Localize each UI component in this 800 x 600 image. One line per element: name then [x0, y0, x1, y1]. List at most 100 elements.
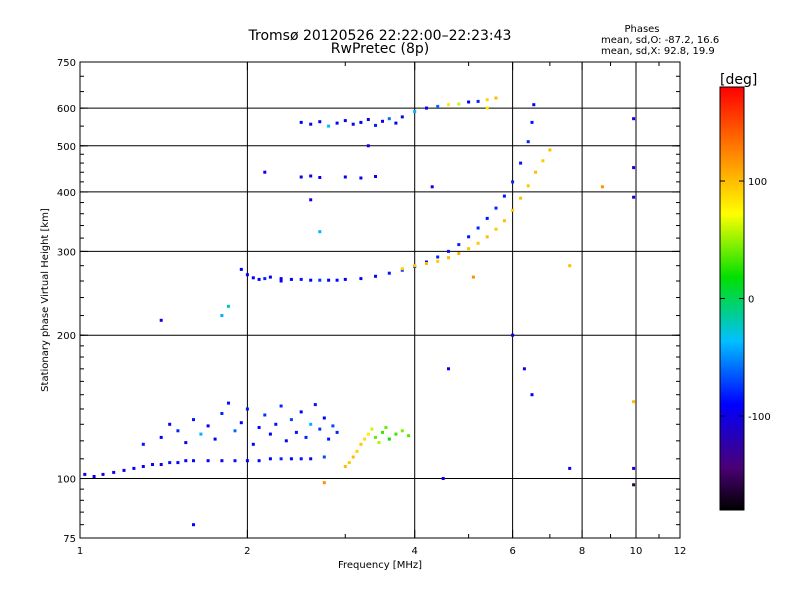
- data-point: [374, 175, 377, 178]
- colorbar-label: [deg]: [720, 72, 757, 88]
- data-point: [351, 455, 355, 459]
- data-point: [289, 418, 293, 422]
- data-point: [457, 252, 461, 255]
- data-point: [263, 277, 267, 281]
- data-point: [141, 442, 145, 446]
- data-point: [511, 333, 515, 337]
- data-point: [467, 100, 471, 104]
- data-point: [327, 124, 331, 128]
- data-point: [289, 457, 293, 461]
- data-point: [387, 117, 391, 121]
- data-point: [268, 432, 272, 436]
- data-point: [313, 403, 317, 407]
- data-point: [331, 424, 335, 428]
- colorbar-tick-label: 0: [748, 295, 754, 306]
- data-point: [335, 278, 339, 282]
- data-point: [268, 275, 272, 279]
- data-point: [184, 459, 188, 463]
- data-point: [494, 206, 498, 210]
- stats-header: Phases: [624, 24, 659, 35]
- data-point: [322, 416, 326, 420]
- y-tick-label: 75: [63, 534, 76, 545]
- data-point: [400, 267, 404, 271]
- data-point: [343, 277, 347, 281]
- series-e-layer-x-mode: [343, 426, 411, 468]
- data-point: [289, 277, 293, 281]
- data-point: [132, 466, 136, 470]
- y-tick-label: 600: [57, 104, 76, 115]
- data-point: [239, 421, 243, 425]
- data-point: [322, 455, 326, 459]
- y-tick-label: 500: [57, 142, 76, 153]
- data-point: [227, 304, 230, 308]
- data-point: [436, 259, 440, 263]
- data-point: [413, 264, 417, 268]
- data-point: [467, 247, 471, 251]
- data-point: [299, 410, 303, 414]
- data-point: [632, 166, 636, 170]
- x-axis-label: Frequency [MHz]: [338, 560, 422, 571]
- data-point: [530, 120, 534, 124]
- data-point: [394, 121, 398, 125]
- data-point: [600, 185, 604, 189]
- data-point: [447, 103, 450, 107]
- y-tick-label: 200: [57, 331, 76, 342]
- data-point: [511, 180, 515, 184]
- data-point: [279, 277, 283, 281]
- data-point: [213, 437, 217, 441]
- data-point: [263, 413, 267, 417]
- data-point: [519, 161, 523, 165]
- data-point: [309, 122, 313, 126]
- data-point: [441, 477, 445, 480]
- data-point: [309, 457, 313, 461]
- data-point: [245, 407, 249, 411]
- data-point: [168, 461, 172, 465]
- colorbar-ticks: 100 0 -100: [720, 177, 771, 423]
- data-point: [387, 437, 391, 441]
- data-point: [227, 401, 230, 405]
- data-point: [318, 427, 322, 431]
- data-point: [168, 422, 172, 426]
- data-point: [206, 424, 210, 428]
- data-point: [327, 437, 331, 441]
- data-point: [394, 432, 398, 436]
- data-point: [502, 219, 506, 223]
- data-point: [335, 121, 339, 125]
- data-point: [257, 459, 261, 463]
- data-point: [485, 98, 489, 102]
- data-point: [83, 472, 87, 476]
- data-point: [526, 184, 530, 188]
- data-point: [548, 148, 552, 152]
- y-axis-label: Stationary phase Virtual Height [km]: [40, 208, 51, 392]
- data-point: [176, 429, 180, 433]
- series-f2-upper-echoes: [263, 96, 498, 180]
- data-point: [343, 175, 347, 179]
- data-point: [526, 140, 530, 144]
- data-point: [447, 256, 450, 260]
- data-point: [206, 459, 210, 463]
- x-tick-label: 1: [77, 546, 83, 557]
- y-tick-label: 300: [57, 247, 76, 258]
- data-point: [381, 119, 384, 123]
- x-tick-label: 12: [674, 546, 687, 557]
- data-point: [159, 435, 163, 439]
- y-tick-label: 750: [57, 58, 76, 69]
- data-point: [299, 457, 303, 461]
- data-point: [366, 118, 370, 121]
- data-point: [436, 255, 440, 259]
- data-point: [220, 459, 224, 463]
- data-point: [359, 120, 363, 124]
- data-point: [159, 463, 163, 466]
- data-point: [366, 144, 370, 148]
- data-point: [534, 170, 538, 174]
- data-points: [83, 96, 636, 527]
- data-point: [374, 435, 377, 439]
- y-tick-label: 400: [57, 188, 76, 199]
- data-point: [233, 429, 237, 433]
- x-tick-label: 10: [630, 546, 643, 557]
- data-point: [304, 435, 308, 439]
- data-point: [101, 472, 105, 476]
- data-point: [279, 404, 283, 408]
- data-point: [274, 422, 278, 426]
